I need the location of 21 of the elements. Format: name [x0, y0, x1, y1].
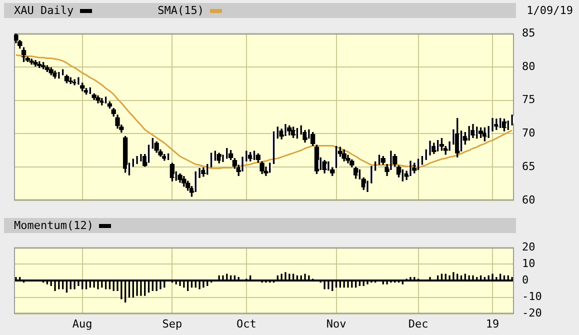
y-tick-label: 65 — [522, 160, 536, 173]
y-tick-label: 10 — [522, 257, 536, 270]
y-tick-label: -10 — [522, 290, 542, 304]
y-tick-label: 85 — [522, 26, 536, 40]
x-tick-label: 19 — [486, 317, 500, 330]
legend-label: XAU Daily — [14, 4, 74, 17]
x-tick-label: Dec — [408, 317, 428, 330]
y-tick-label: 75 — [522, 93, 536, 106]
y-tick-label: -20 — [522, 306, 542, 320]
x-tick-label: Nov — [326, 317, 347, 330]
text: 1/09/19 — [526, 4, 573, 17]
x-tick-label: Sep — [162, 317, 182, 330]
legend-label: Momentum(12) — [14, 219, 94, 232]
y-tick-label: 60 — [522, 193, 536, 206]
legend-label: SMA(15) — [158, 4, 204, 17]
x-tick-label: Oct — [236, 317, 256, 330]
x-tick-label: Aug — [72, 317, 92, 330]
y-tick-label: 20 — [522, 240, 536, 254]
y-tick-label: 70 — [522, 126, 536, 140]
y-tick-label: 0 — [522, 274, 529, 287]
y-tick-label: 80 — [522, 60, 536, 73]
